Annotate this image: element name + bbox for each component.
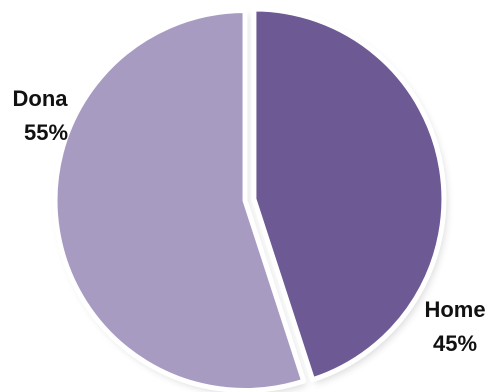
pie-slice-dona — [52, 7, 307, 392]
slice-value-label-home: 45% — [433, 331, 477, 356]
pie-label-layer: Home 45% Dona 55% — [13, 86, 486, 356]
pie-slice-layer — [52, 6, 447, 392]
slice-label-home: Home — [424, 297, 485, 322]
pie-slice-home — [251, 6, 447, 383]
slice-label-dona: Dona — [13, 86, 69, 111]
slice-value-label-dona: 55% — [24, 120, 68, 145]
